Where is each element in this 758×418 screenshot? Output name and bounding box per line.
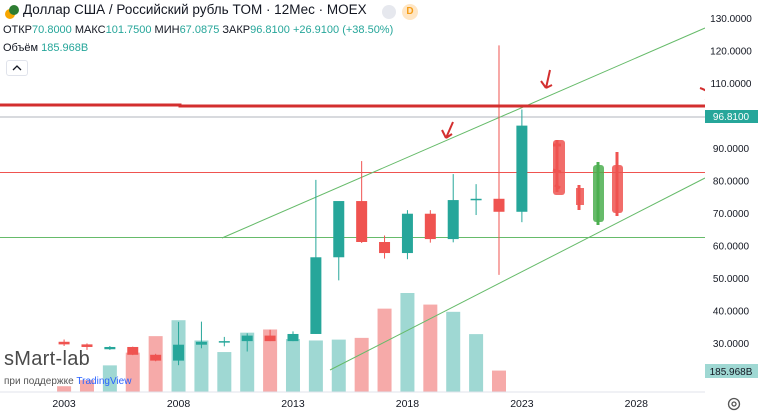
volume-bar bbox=[79, 380, 94, 392]
volume-bar bbox=[469, 334, 484, 392]
resistance-level bbox=[0, 103, 705, 108]
candle bbox=[447, 174, 459, 243]
volume-bar bbox=[263, 329, 278, 392]
candle bbox=[218, 336, 230, 347]
volume-legend: Объём 185.968B bbox=[3, 42, 89, 54]
candle bbox=[104, 346, 116, 350]
chart-header: Доллар США / Российский рубль TOM · 12Ме… bbox=[0, 0, 700, 76]
currency-symbol-icon[interactable] bbox=[4, 4, 20, 20]
candle bbox=[356, 161, 368, 243]
volume-bar bbox=[354, 337, 369, 392]
candle bbox=[379, 235, 391, 259]
candle bbox=[195, 321, 207, 349]
volume-bar bbox=[285, 339, 300, 392]
smartlab-logo: sMart-lab bbox=[4, 348, 91, 370]
price-tick-label: 130.0000 bbox=[710, 14, 752, 25]
volume-bar bbox=[148, 336, 163, 392]
time-tick-label: 2013 bbox=[281, 398, 305, 410]
candle bbox=[516, 109, 528, 223]
current-price-tag: 96.8100 bbox=[713, 112, 750, 123]
volume-bar bbox=[446, 311, 461, 392]
price-tick-label: 30.0000 bbox=[713, 339, 750, 350]
tradingview-link[interactable]: TradingView bbox=[76, 376, 132, 387]
instrument-title[interactable]: Доллар США / Российский рубль TOM · 12Ме… bbox=[23, 2, 367, 17]
candle bbox=[310, 179, 322, 334]
gear-icon[interactable] bbox=[726, 396, 742, 412]
candle bbox=[127, 346, 139, 356]
time-tick-label: 2028 bbox=[625, 398, 649, 410]
volume-bar bbox=[57, 386, 72, 392]
price-tick-label: 110.0000 bbox=[711, 79, 752, 90]
candle bbox=[470, 184, 482, 216]
trend-channel bbox=[221, 27, 706, 371]
price-tick-label: 50.0000 bbox=[713, 274, 750, 285]
price-axis[interactable]: 130.0000120.0000110.0000100.000090.00008… bbox=[705, 0, 758, 418]
volume-bar bbox=[194, 340, 209, 392]
price-tick-label: 120.0000 bbox=[710, 46, 752, 57]
volume-bar bbox=[125, 352, 140, 392]
volume-tag: 185.968B bbox=[710, 367, 753, 378]
volume-bar bbox=[377, 308, 392, 392]
candle bbox=[241, 333, 253, 352]
candle bbox=[493, 45, 505, 275]
candle bbox=[287, 331, 299, 342]
time-tick-label: 2008 bbox=[167, 398, 191, 410]
support-text: при поддержке TradingView bbox=[4, 376, 132, 387]
candle bbox=[424, 210, 436, 243]
volume-bar bbox=[308, 340, 323, 392]
candle bbox=[173, 321, 185, 366]
volume-bar bbox=[491, 370, 506, 392]
volume-bar bbox=[102, 365, 117, 392]
volume-bar bbox=[217, 352, 232, 392]
price-tick-label: 60.0000 bbox=[713, 241, 750, 252]
status-dot-icon[interactable] bbox=[382, 5, 396, 19]
price-tick-label: 40.0000 bbox=[713, 306, 750, 317]
delay-badge[interactable]: D bbox=[402, 4, 418, 20]
candle bbox=[58, 339, 70, 346]
chevron-up-icon bbox=[12, 65, 22, 71]
price-tick-label: 70.0000 bbox=[713, 209, 750, 220]
volume-bar bbox=[423, 304, 438, 392]
candle bbox=[150, 353, 162, 362]
ohlc-values: ОТКР70.8000 МАКС101.7500 МИН67.0875 ЗАКР… bbox=[3, 24, 394, 36]
time-tick-label: 2023 bbox=[510, 398, 534, 410]
price-tick-label: 90.0000 bbox=[713, 144, 750, 155]
volume-bar bbox=[240, 332, 255, 392]
drawn-annotations bbox=[441, 69, 714, 225]
candles bbox=[58, 45, 528, 366]
candle bbox=[81, 343, 93, 350]
volume-bar bbox=[400, 293, 415, 392]
candle bbox=[401, 210, 413, 260]
candle bbox=[264, 329, 276, 342]
time-tick-label: 2018 bbox=[396, 398, 420, 410]
price-tick-label: 80.0000 bbox=[713, 176, 750, 187]
time-tick-label: 2003 bbox=[52, 398, 76, 410]
candle bbox=[333, 201, 345, 281]
collapse-legend-button[interactable] bbox=[6, 60, 28, 76]
time-axis[interactable]: 2003 2008 2013 2018 2023 2028 bbox=[0, 391, 705, 410]
volume-bars bbox=[57, 293, 506, 392]
